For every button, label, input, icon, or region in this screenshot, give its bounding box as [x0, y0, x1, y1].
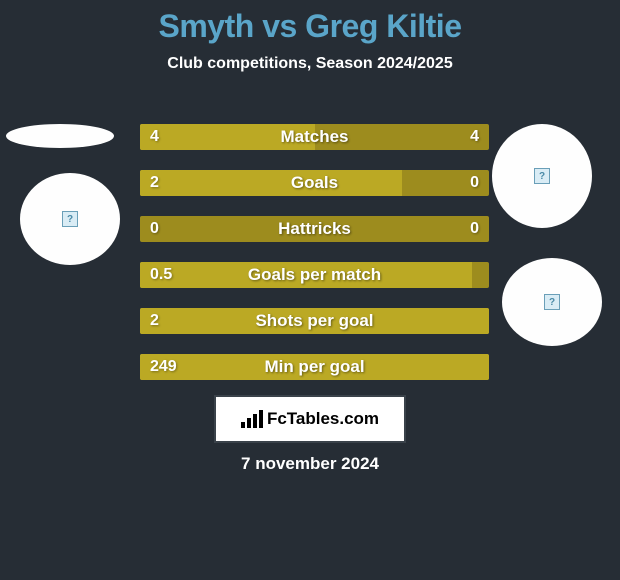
bar-label: Matches: [280, 127, 348, 147]
comparison-bar-row: 0 0 Hattricks: [140, 216, 489, 242]
bar-label: Hattricks: [278, 219, 351, 239]
placeholder-icon: ?: [62, 211, 78, 227]
bar-left-value: 0.5: [150, 266, 172, 284]
avatar-left-circle: ?: [20, 173, 120, 265]
bar-label: Goals: [291, 173, 338, 193]
bar-right-value: 4: [470, 128, 479, 146]
bars-chart-icon: [241, 410, 263, 428]
bar-left-value: 249: [150, 358, 177, 376]
subtitle: Club competitions, Season 2024/2025: [0, 55, 620, 73]
bar-left-value: 4: [150, 128, 159, 146]
bar-left-value: 0: [150, 220, 159, 238]
bar-left-value: 2: [150, 312, 159, 330]
comparison-bar-row: 0.5 Goals per match: [140, 262, 489, 288]
footer-date: 7 november 2024: [241, 454, 379, 474]
comparison-bar-row: 2 Shots per goal: [140, 308, 489, 334]
avatar-left-ellipse: [6, 124, 114, 148]
bar-label: Min per goal: [264, 357, 364, 377]
bar-label: Goals per match: [248, 265, 381, 285]
brand-badge: FcTables.com: [214, 395, 406, 443]
bar-fill: [140, 170, 402, 196]
bar-right-value: 0: [470, 220, 479, 238]
brand-text: FcTables.com: [267, 409, 379, 429]
bar-right-value: 0: [470, 174, 479, 192]
comparison-bar-row: 4 4 Matches: [140, 124, 489, 150]
avatar-right-top-circle: ?: [492, 124, 592, 228]
avatar-right-bottom-circle: ?: [502, 258, 602, 346]
comparison-bar-row: 2 0 Goals: [140, 170, 489, 196]
comparison-bars: 4 4 Matches 2 0 Goals 0 0 Hattricks 0.5 Goals per …: [140, 124, 489, 400]
comparison-bar-row: 249 Min per goal: [140, 354, 489, 380]
page-title: Smyth vs Greg Kiltie: [0, 0, 620, 45]
placeholder-icon: ?: [544, 294, 560, 310]
bar-left-value: 2: [150, 174, 159, 192]
placeholder-icon: ?: [534, 168, 550, 184]
bar-label: Shots per goal: [255, 311, 373, 331]
